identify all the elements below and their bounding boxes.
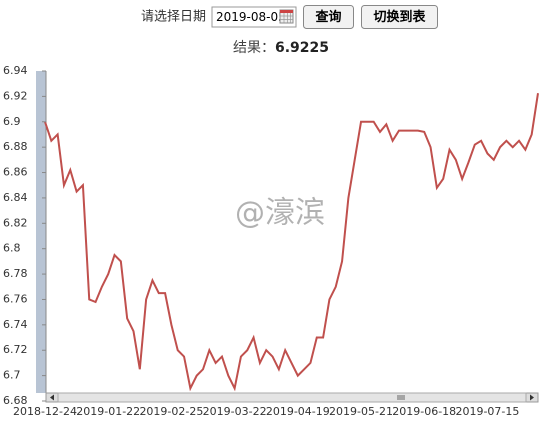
- query-button[interactable]: [303, 5, 354, 29]
- calendar-icon[interactable]: [279, 9, 294, 24]
- y-tick-label: 6.84: [3, 191, 28, 204]
- y-tick-label: 6.94: [3, 64, 28, 77]
- date-value: 2019-08-05: [216, 10, 286, 24]
- y-tick-label: 6.68: [3, 394, 28, 407]
- date-input[interactable]: [211, 6, 297, 28]
- x-tick-label: 2019-01-22: [76, 405, 140, 418]
- x-tick-label: 2019-02-25: [139, 405, 203, 418]
- x-tick-label: 2019-05-21: [329, 405, 393, 418]
- toggle-button[interactable]: [361, 5, 438, 29]
- y-tick-label: 6.86: [3, 166, 28, 179]
- y-tick-label: 6.92: [3, 89, 28, 102]
- x-tick-label: 2019-07-15: [455, 405, 519, 418]
- y-scroll-track[interactable]: [36, 71, 46, 393]
- y-tick-label: 6.88: [3, 140, 28, 153]
- x-tick-label: 2018-12-24: [13, 405, 77, 418]
- y-tick-label: 6.82: [3, 216, 28, 229]
- date-label: 请选择日期: [141, 10, 206, 25]
- y-tick-label: 6.74: [3, 318, 28, 331]
- result-value: 6.9225: [275, 40, 329, 56]
- watermark: @濠滨: [235, 196, 325, 231]
- y-tick-label: 6.72: [3, 343, 28, 356]
- x-tick-label: 2019-06-18: [392, 405, 456, 418]
- result-label: 结果：: [233, 40, 275, 56]
- y-tick-label: 6.76: [3, 292, 28, 305]
- x-scrollbar[interactable]: [45, 392, 539, 403]
- x-tick-label: 2019-03-22: [203, 405, 267, 418]
- query-button-label: 查询: [314, 9, 341, 25]
- y-tick-label: 6.9: [3, 115, 21, 128]
- y-tick-label: 6.8: [3, 242, 21, 255]
- x-tick-label: 2019-04-19: [266, 405, 330, 418]
- y-tick-label: 6.78: [3, 267, 28, 280]
- data-line: [44, 93, 539, 392]
- toggle-button-label: 切换到表: [373, 9, 426, 25]
- y-tick-label: 6.7: [3, 369, 21, 382]
